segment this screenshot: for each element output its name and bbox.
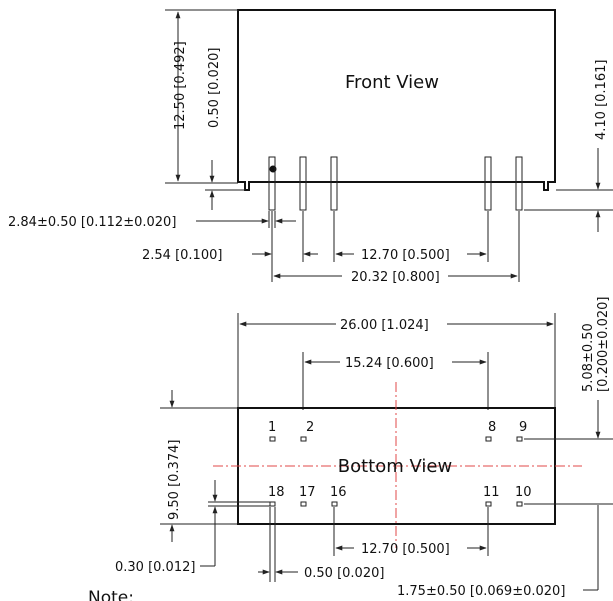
front-pin-span-label: 20.32 [0.800] — [351, 270, 440, 285]
bottom-lower-spacing-label: 12.70 [0.500] — [361, 542, 450, 557]
front-pin — [485, 157, 491, 210]
pin-pad — [517, 437, 522, 441]
pin-number: 11 — [483, 485, 500, 500]
pin-pad — [332, 502, 337, 506]
bottom-pin-size-label: 0.30 [0.012] — [115, 560, 195, 575]
pin-number: 10 — [515, 485, 532, 500]
dim-front-height: 12.50 [0.492] — [165, 10, 238, 183]
front-view-body — [238, 10, 555, 190]
pin-number: 16 — [330, 485, 347, 500]
dim-front-pin-span: 20.32 [0.800] — [274, 270, 517, 285]
pin-pad — [486, 502, 491, 506]
pin-number: 1 — [268, 420, 276, 435]
front-pin — [269, 157, 275, 210]
bottom-length-label: 26.00 [1.024] — [340, 318, 429, 333]
front-view: Front View 12.50 [0.492] 0.50 [0.020] — [8, 10, 613, 285]
front-view-pins — [269, 157, 522, 210]
svg-text:4.10 [0.161]: 4.10 [0.161] — [594, 60, 609, 140]
pin-number: 18 — [268, 485, 285, 500]
bottom-edge-offset-label: 5.08±0.50[0.200±0.020] — [581, 297, 611, 392]
svg-text:0.50 [0.020]: 0.50 [0.020] — [207, 48, 222, 128]
dim-bottom-width: 9.50 [0.374] — [160, 390, 237, 542]
bottom-pins-bottom: 18 17 16 11 10 — [268, 485, 532, 506]
pin-number: 17 — [299, 485, 316, 500]
bottom-view-title: Bottom View — [338, 456, 452, 477]
bottom-pins-top: 1 2 8 9 — [268, 420, 527, 441]
front-group-spacing-label: 12.70 [0.500] — [361, 248, 450, 263]
note-heading: Note: — [88, 588, 134, 601]
bottom-row-spacing-label: 15.24 [0.600] — [345, 356, 434, 371]
front-view-title: Front View — [345, 72, 439, 93]
pin-number: 9 — [519, 420, 527, 435]
pin-pad — [301, 502, 306, 506]
front-pin — [331, 157, 337, 210]
pin-pad — [270, 437, 275, 441]
front-pitch-label: 2.54 [0.100] — [142, 248, 222, 263]
dim-bottom-pin-size: 0.30 [0.012] — [115, 480, 270, 575]
bottom-pin-offset-label: 1.75±0.50 [0.069±0.020] — [397, 584, 565, 599]
dim-bottom-lower-spacing: 12.70 [0.500] — [334, 507, 488, 557]
front-pin-width-label: 2.84±0.50 [0.112±0.020] — [8, 215, 176, 230]
svg-text:12.50 [0.492]: 12.50 [0.492] — [173, 41, 188, 130]
dim-front-pitch: 2.54 [0.100] 12.70 [0.500] — [142, 211, 519, 282]
bottom-pin-pad-label: 0.50 [0.020] — [304, 566, 384, 581]
pin-number: 2 — [306, 420, 314, 435]
pin-pad — [486, 437, 491, 441]
svg-text:9.50 [0.374]: 9.50 [0.374] — [167, 440, 182, 520]
front-pin — [300, 157, 306, 210]
front-pin — [516, 157, 522, 210]
dim-front-pin-width: 2.84±0.50 [0.112±0.020] — [8, 211, 296, 230]
pin-pad — [517, 502, 522, 506]
pin-pad — [301, 437, 306, 441]
dim-front-pin-length: 4.10 [0.161] — [524, 60, 613, 232]
bottom-view: 26.00 [1.024] 15.24 [0.600] Bottom View … — [115, 297, 613, 599]
pin-pad — [270, 502, 275, 506]
pin-number: 8 — [488, 420, 496, 435]
